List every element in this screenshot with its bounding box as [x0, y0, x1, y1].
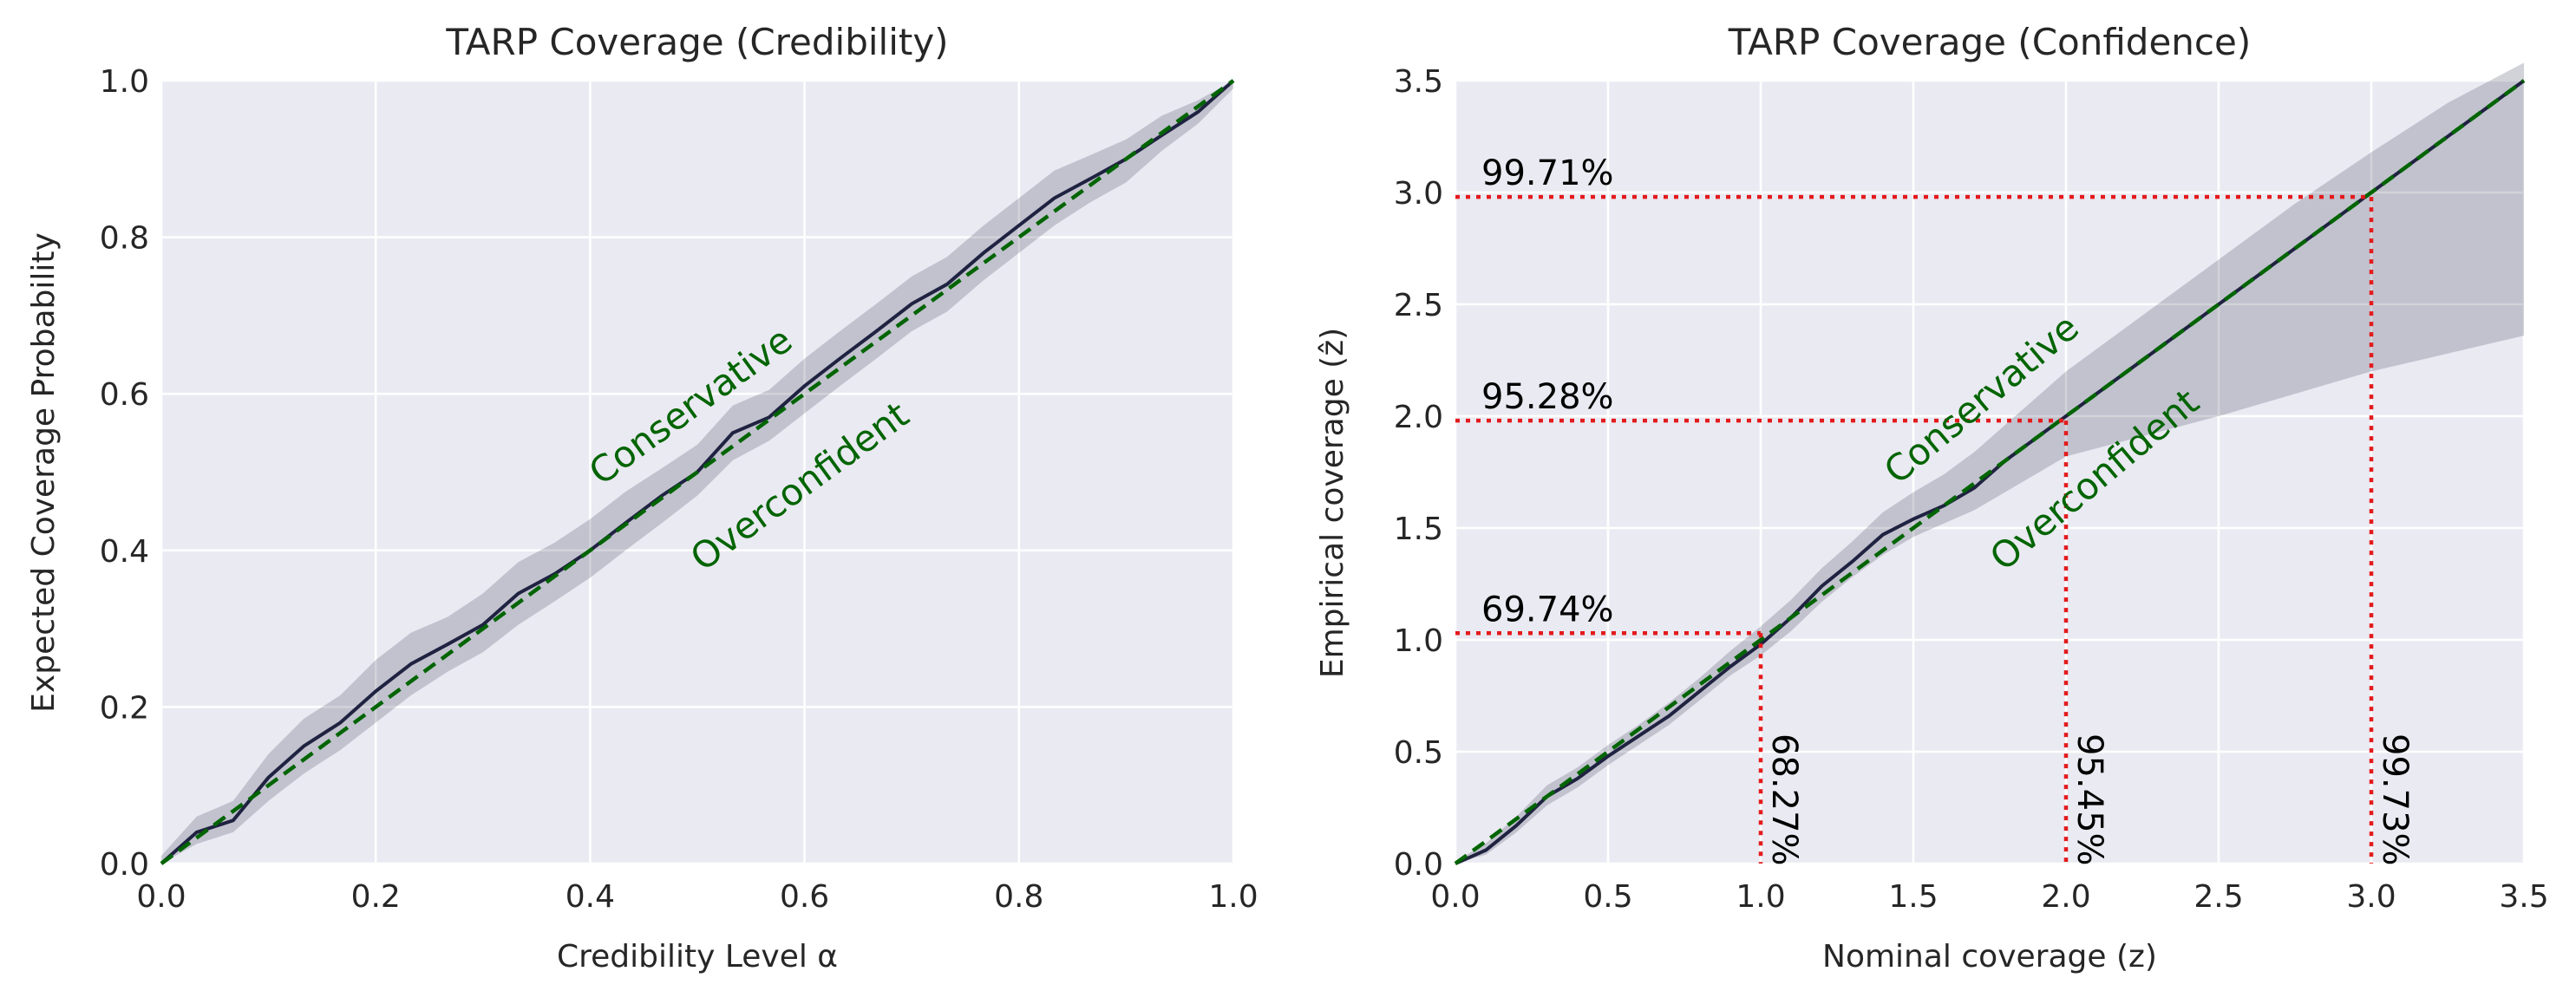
chart-credibility: Conservative Overconfident 0.0 0.2 0.4 0.6 0…	[26, 21, 1259, 975]
x-tick-label: 0.5	[1583, 879, 1632, 915]
x-tick-label: 0.8	[994, 879, 1043, 915]
y-tick-label: 3.0	[1394, 176, 1443, 212]
x-tick-label: 3.0	[2346, 879, 2396, 915]
y-tick-labels: 0.0 0.2 0.4 0.6 0.8 1.0	[100, 64, 149, 883]
gridlines	[1454, 79, 2526, 865]
y-tick-label: 0.4	[100, 534, 149, 570]
horizontal-percentage-label: 69.74%	[1481, 590, 1614, 629]
x-tick-labels: 0.0 0.5 1.0 1.5 2.0 2.5 3.0 3.5	[1430, 879, 2548, 915]
x-tick-label: 0.2	[351, 879, 401, 915]
y-tick-label: 0.8	[100, 221, 149, 257]
horizontal-percentage-label: 99.71%	[1481, 153, 1614, 193]
y-tick-label: 0.0	[1394, 847, 1443, 883]
confidence-band	[1455, 62, 2524, 864]
vertical-percentage-label: 68.27%	[1764, 733, 1804, 866]
x-tick-label: 1.0	[1208, 879, 1258, 915]
x-tick-label: 2.5	[2194, 879, 2243, 915]
x-axis-label: Credibility Level α	[557, 939, 838, 975]
y-tick-label: 2.5	[1394, 288, 1443, 323]
x-tick-label: 1.0	[1736, 879, 1785, 915]
chart-confidence: 69.74%68.27%95.28%95.45%99.71%99.73% Con…	[1315, 21, 2549, 975]
horizontal-percentage-label: 95.28%	[1481, 377, 1614, 417]
chart-title: TARP Coverage (Credibility)	[445, 21, 948, 63]
y-tick-label: 0.0	[100, 847, 149, 883]
y-tick-label: 2.0	[1394, 400, 1443, 435]
y-tick-label: 3.5	[1394, 64, 1443, 100]
y-tick-label: 0.6	[100, 377, 149, 413]
vertical-percentage-label: 99.73%	[2375, 733, 2415, 866]
x-tick-label: 0.4	[566, 879, 615, 915]
x-tick-label: 1.5	[1888, 879, 1938, 915]
y-axis-label: Expected Coverage Probability	[26, 232, 62, 713]
y-axis-label: Empirical coverage (ẑ)	[1315, 328, 1350, 678]
ideal-diagonal-line	[160, 79, 1235, 865]
vertical-percentage-label: 95.45%	[2069, 733, 2109, 866]
y-tick-labels: 0.0 0.5 1.0 1.5 2.0 2.5 3.0 3.5	[1394, 64, 1443, 883]
ideal-diagonal-line	[1454, 79, 2526, 865]
y-tick-label: 1.5	[1394, 512, 1443, 547]
x-tick-labels: 0.0 0.2 0.4 0.6 0.8 1.0	[136, 879, 1258, 915]
gridlines	[160, 79, 1235, 865]
x-tick-label: 0.0	[1430, 879, 1480, 915]
y-tick-label: 0.5	[1394, 735, 1443, 771]
y-tick-label: 0.2	[100, 690, 149, 726]
x-tick-label: 3.5	[2499, 879, 2548, 915]
reference-lines: 69.74% 68.27% 95.28% 95.45% 99.71% 99.73%	[1455, 153, 2415, 866]
x-axis-label: Nominal coverage (z)	[1822, 939, 2157, 975]
x-tick-label: 0.6	[780, 879, 829, 915]
y-tick-label: 1.0	[1394, 623, 1443, 659]
chart-title: TARP Coverage (Confidence)	[1728, 21, 2251, 63]
y-tick-label: 1.0	[100, 64, 149, 100]
x-tick-label: 2.0	[2041, 879, 2090, 915]
x-tick-label: 0.0	[136, 879, 186, 915]
